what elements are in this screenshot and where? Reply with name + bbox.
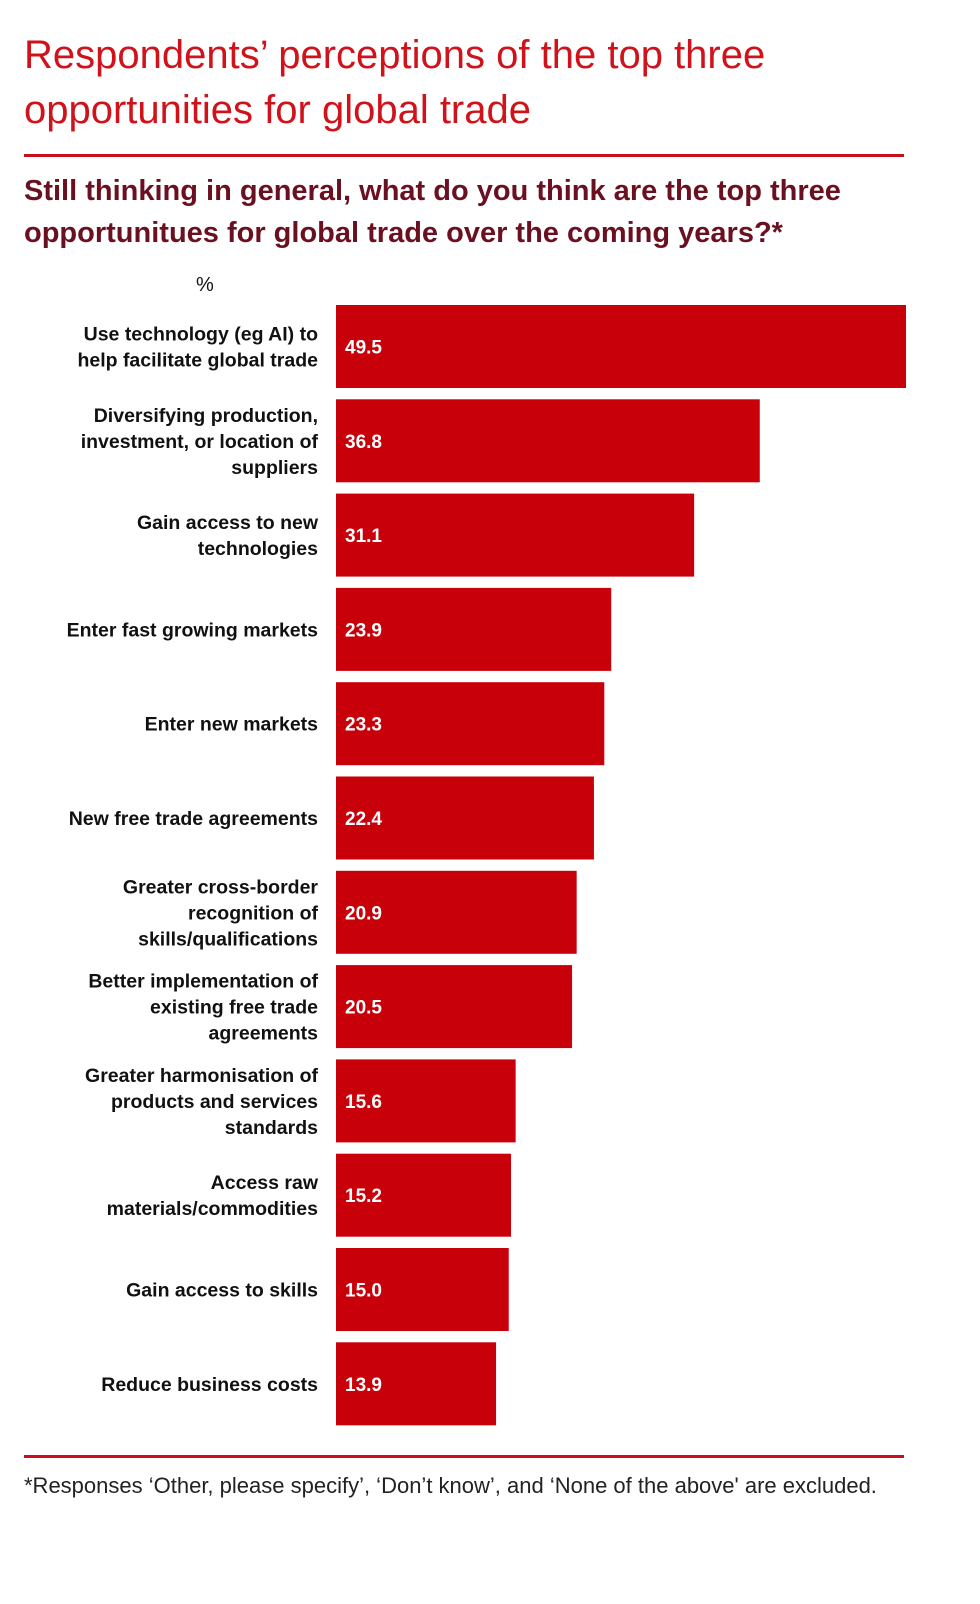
chart-title: Respondents’ perceptions of the top thre… [24,33,766,132]
bar-12 [336,1342,497,1426]
category-label-12: Reduce business costs [101,1374,318,1396]
bar-value-label-7: 20.9 [345,903,382,924]
bar-value-label-11: 15.0 [345,1281,382,1302]
bar-6 [336,776,594,860]
top-divider [24,154,904,157]
category-label-3: Gain access to new technologies [137,512,319,560]
bottom-divider [24,1455,904,1458]
category-label-1: Use technology (eg AI) to help facilitate… [77,324,318,372]
bar-7 [336,870,577,954]
bar-value-label-9: 15.6 [345,1092,382,1113]
bar-value-label-10: 15.2 [345,1186,382,1207]
bar-10 [336,1153,512,1237]
category-label-9: Greater harmonisation of products and ser… [85,1065,318,1139]
bar-value-label-4: 23.9 [345,620,382,641]
category-label-10: Access raw materials/commodities [107,1172,319,1220]
bar-4 [336,587,612,671]
unit-label: % [196,274,214,296]
bar-value-label-6: 22.4 [345,809,382,830]
category-label-6: New free trade agreements [69,808,318,830]
bar-3 [336,493,695,577]
bar-8 [336,965,573,1049]
footnote: *Responses ‘Other, please specify’, ‘Don… [24,1473,877,1498]
bar-11 [336,1248,509,1331]
bar-value-label-3: 31.1 [345,526,382,547]
bar-2 [336,399,760,483]
bar-chart: 49.5 Use technology (eg AI) to help facili… [67,305,906,1426]
bar-value-label-8: 20.5 [345,998,382,1019]
category-label-2: Diversifying production, investment, or l… [81,405,319,479]
bar-value-label-1: 49.5 [345,338,382,359]
bar-value-label-2: 36.8 [345,432,382,453]
bar-value-label-5: 23.3 [345,715,382,736]
category-label-11: Gain access to skills [126,1280,318,1302]
bar-5 [336,682,605,766]
category-label-5: Enter new markets [145,714,319,736]
survey-question: Still thinking in general, what do you t… [24,175,841,249]
category-label-8: Better implementation of existing free tr… [88,971,318,1045]
bar-1 [336,305,906,388]
bar-9 [336,1059,516,1143]
category-label-4: Enter fast growing markets [67,619,319,641]
bar-value-label-12: 13.9 [345,1375,382,1396]
category-label-7: Greater cross-border recognition of skills… [123,876,319,950]
